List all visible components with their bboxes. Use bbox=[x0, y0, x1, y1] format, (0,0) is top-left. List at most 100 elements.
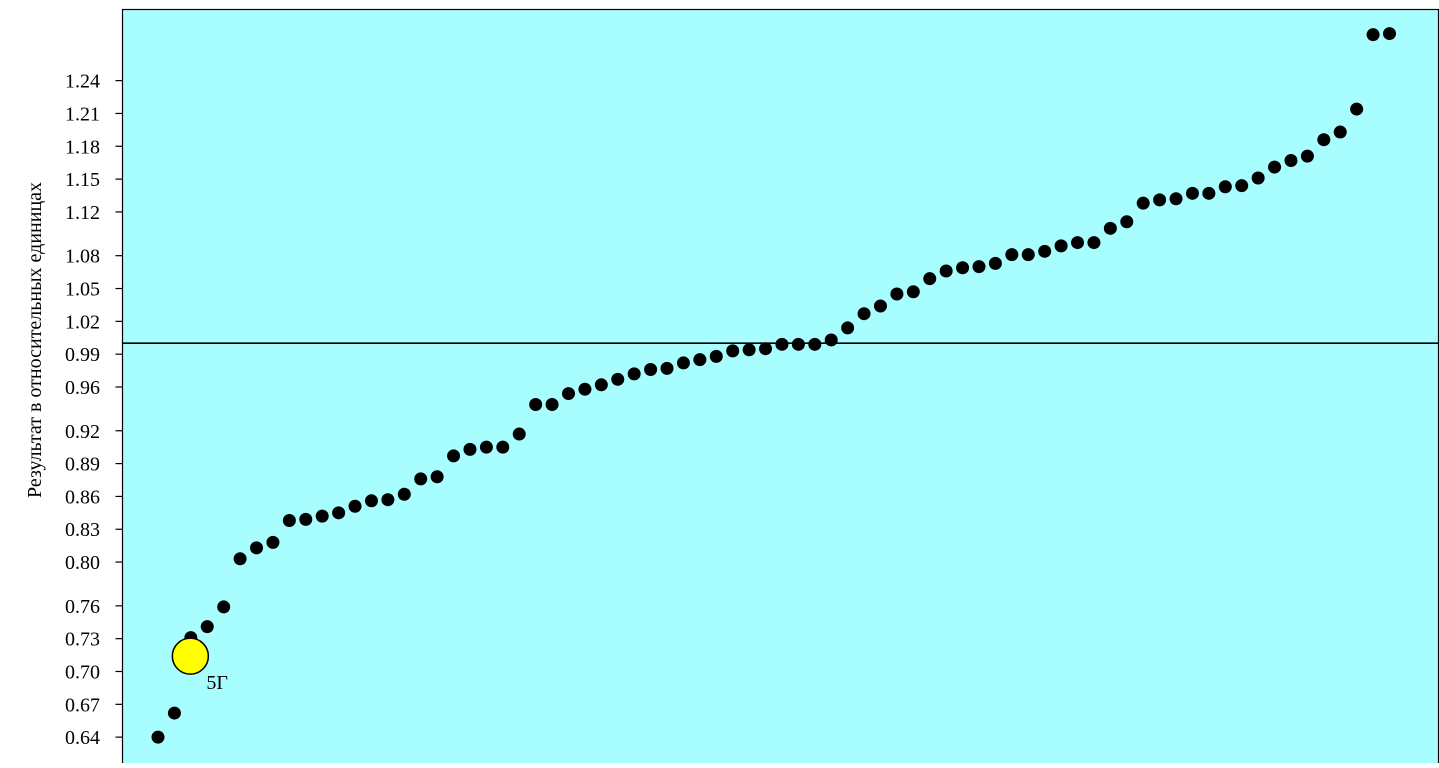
data-point bbox=[709, 349, 723, 363]
data-point bbox=[841, 321, 855, 335]
data-point bbox=[1383, 27, 1396, 41]
data-point bbox=[414, 472, 428, 486]
data-point bbox=[1218, 180, 1232, 194]
data-point bbox=[217, 600, 231, 614]
data-point bbox=[332, 506, 346, 520]
data-point bbox=[545, 398, 559, 412]
y-tick-label: 0.76 bbox=[65, 596, 100, 618]
data-point bbox=[1005, 248, 1019, 262]
data-point bbox=[250, 541, 264, 555]
data-point bbox=[611, 372, 625, 386]
y-tick-label: 0.89 bbox=[65, 454, 100, 476]
data-point bbox=[299, 512, 313, 526]
data-point bbox=[594, 378, 608, 392]
data-points bbox=[151, 27, 1396, 744]
data-point bbox=[529, 398, 543, 412]
data-point bbox=[1071, 236, 1085, 250]
y-tick-label: 0.83 bbox=[65, 519, 100, 541]
data-point bbox=[1317, 133, 1331, 147]
data-point bbox=[266, 535, 280, 549]
y-axis-label: Результат в относительных единицах bbox=[24, 182, 46, 498]
y-tick-label: 1.08 bbox=[65, 246, 100, 268]
data-point bbox=[167, 706, 181, 720]
data-point bbox=[1202, 186, 1216, 200]
data-point bbox=[988, 256, 1002, 270]
data-point bbox=[1136, 196, 1150, 210]
y-tick-label: 0.70 bbox=[65, 661, 100, 683]
data-point bbox=[824, 333, 838, 347]
data-point bbox=[463, 442, 477, 456]
y-axis: 0.64 0.67 0.70 0.73 0.76 0.80 0.83 0.86 0.89 0.92… bbox=[65, 71, 123, 749]
y-tick-label: 1.21 bbox=[65, 103, 100, 125]
data-point bbox=[1021, 248, 1035, 262]
y-tick-label: 0.67 bbox=[65, 694, 100, 716]
data-point bbox=[1185, 186, 1199, 200]
data-point bbox=[1235, 179, 1249, 193]
data-point bbox=[381, 493, 395, 507]
data-point bbox=[233, 552, 247, 566]
y-tick-label: 0.80 bbox=[65, 552, 100, 574]
data-point bbox=[1333, 125, 1347, 139]
y-tick-label: 0.92 bbox=[65, 421, 100, 443]
y-tick-label: 1.18 bbox=[65, 136, 100, 158]
data-point bbox=[348, 499, 362, 513]
data-point bbox=[430, 470, 444, 484]
data-point bbox=[923, 272, 937, 286]
data-point bbox=[906, 285, 920, 299]
y-tick-label: 1.24 bbox=[65, 71, 100, 93]
data-point bbox=[151, 730, 165, 744]
data-point bbox=[775, 337, 789, 351]
data-point bbox=[660, 361, 674, 375]
data-point bbox=[578, 382, 592, 396]
data-point bbox=[562, 387, 575, 401]
y-tick-label: 0.86 bbox=[65, 486, 100, 508]
data-point bbox=[479, 440, 493, 454]
y-tick-label: 1.15 bbox=[65, 169, 100, 191]
data-point bbox=[956, 261, 970, 275]
data-point bbox=[972, 260, 986, 274]
data-point bbox=[808, 337, 822, 351]
data-point bbox=[397, 487, 411, 501]
data-point bbox=[1268, 160, 1282, 174]
data-point bbox=[676, 356, 690, 370]
data-point bbox=[1120, 215, 1134, 229]
y-tick-label: 0.99 bbox=[65, 344, 100, 366]
y-tick-label: 0.96 bbox=[65, 377, 100, 399]
data-point bbox=[1300, 149, 1314, 163]
data-point bbox=[364, 494, 378, 508]
data-point bbox=[726, 344, 740, 358]
y-tick-label: 1.02 bbox=[65, 311, 100, 333]
data-point bbox=[315, 509, 329, 523]
data-point bbox=[200, 620, 214, 634]
data-point bbox=[873, 299, 887, 313]
data-point bbox=[1087, 236, 1101, 250]
data-point bbox=[1153, 193, 1167, 207]
highlight-point bbox=[171, 637, 210, 675]
data-point bbox=[627, 367, 641, 381]
y-tick-label: 1.05 bbox=[65, 279, 100, 301]
data-point bbox=[447, 449, 461, 463]
data-point bbox=[1350, 102, 1364, 116]
data-point bbox=[282, 513, 296, 527]
y-tick-label: 1.12 bbox=[65, 202, 100, 224]
data-point bbox=[759, 342, 773, 356]
data-point bbox=[512, 427, 526, 441]
data-point bbox=[496, 440, 510, 454]
data-point bbox=[1169, 192, 1183, 206]
data-point bbox=[644, 362, 658, 376]
data-point bbox=[1284, 154, 1298, 167]
data-point bbox=[857, 307, 871, 321]
data-point bbox=[1251, 171, 1265, 185]
data-point bbox=[890, 287, 904, 301]
plot-area bbox=[121, 8, 1439, 766]
data-point bbox=[791, 337, 805, 351]
data-point bbox=[693, 353, 707, 367]
data-point bbox=[1366, 28, 1380, 42]
data-point bbox=[1103, 221, 1117, 235]
y-tick-label: 0.64 bbox=[65, 727, 100, 749]
data-point bbox=[1054, 239, 1068, 253]
data-point bbox=[742, 343, 756, 357]
data-point bbox=[1038, 244, 1052, 258]
